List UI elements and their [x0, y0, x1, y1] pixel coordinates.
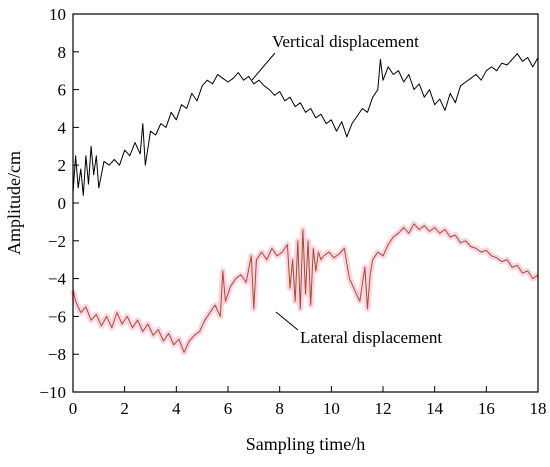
x-tick-label: 4 [172, 399, 181, 418]
axes: 0 2 4 6 8 10 12 14 16 18 −10 −8 −6 −4 −2 0 2 4 6 8 10 [39, 5, 546, 418]
x-tick-label: 18 [530, 399, 547, 418]
y-tick-label: 0 [58, 194, 67, 213]
x-tick-label: 10 [323, 399, 340, 418]
annotation-lateral-displacement: Lateral displacement [300, 328, 442, 347]
plot-area [70, 53, 540, 356]
y-tick-label: 8 [58, 43, 67, 62]
y-tick-label: −4 [48, 270, 67, 289]
labels: Sampling time/h Amplitude/cm Vertical di… [4, 32, 442, 454]
y-tick-label: 10 [49, 5, 66, 24]
x-tick-label: 6 [224, 399, 233, 418]
x-axis-title: Sampling time/h [246, 434, 366, 454]
series-line-lateral-displacement [72, 223, 539, 353]
y-tick-label: 2 [58, 156, 67, 175]
y-tick-label: 4 [58, 118, 67, 137]
y-tick-label: −2 [48, 232, 66, 251]
series-line-vertical-displacement [72, 53, 539, 196]
x-tick-label: 2 [120, 399, 129, 418]
x-tick-label: 16 [478, 399, 495, 418]
y-tick-label: −8 [48, 345, 66, 364]
annotation-vertical-displacement: Vertical displacement [272, 32, 419, 51]
x-tick-label: 14 [426, 399, 444, 418]
y-axis-title: Amplitude/cm [4, 151, 24, 255]
x-tick-label: 12 [375, 399, 392, 418]
x-tick-label: 8 [275, 399, 284, 418]
x-tick-label: 0 [69, 399, 78, 418]
annotation-leader-lateral [275, 311, 299, 331]
y-tick-label: −6 [48, 307, 66, 326]
annotation-leader-vertical [251, 52, 276, 81]
y-tick-label: 6 [58, 81, 67, 100]
y-tick-label: −10 [39, 383, 66, 402]
